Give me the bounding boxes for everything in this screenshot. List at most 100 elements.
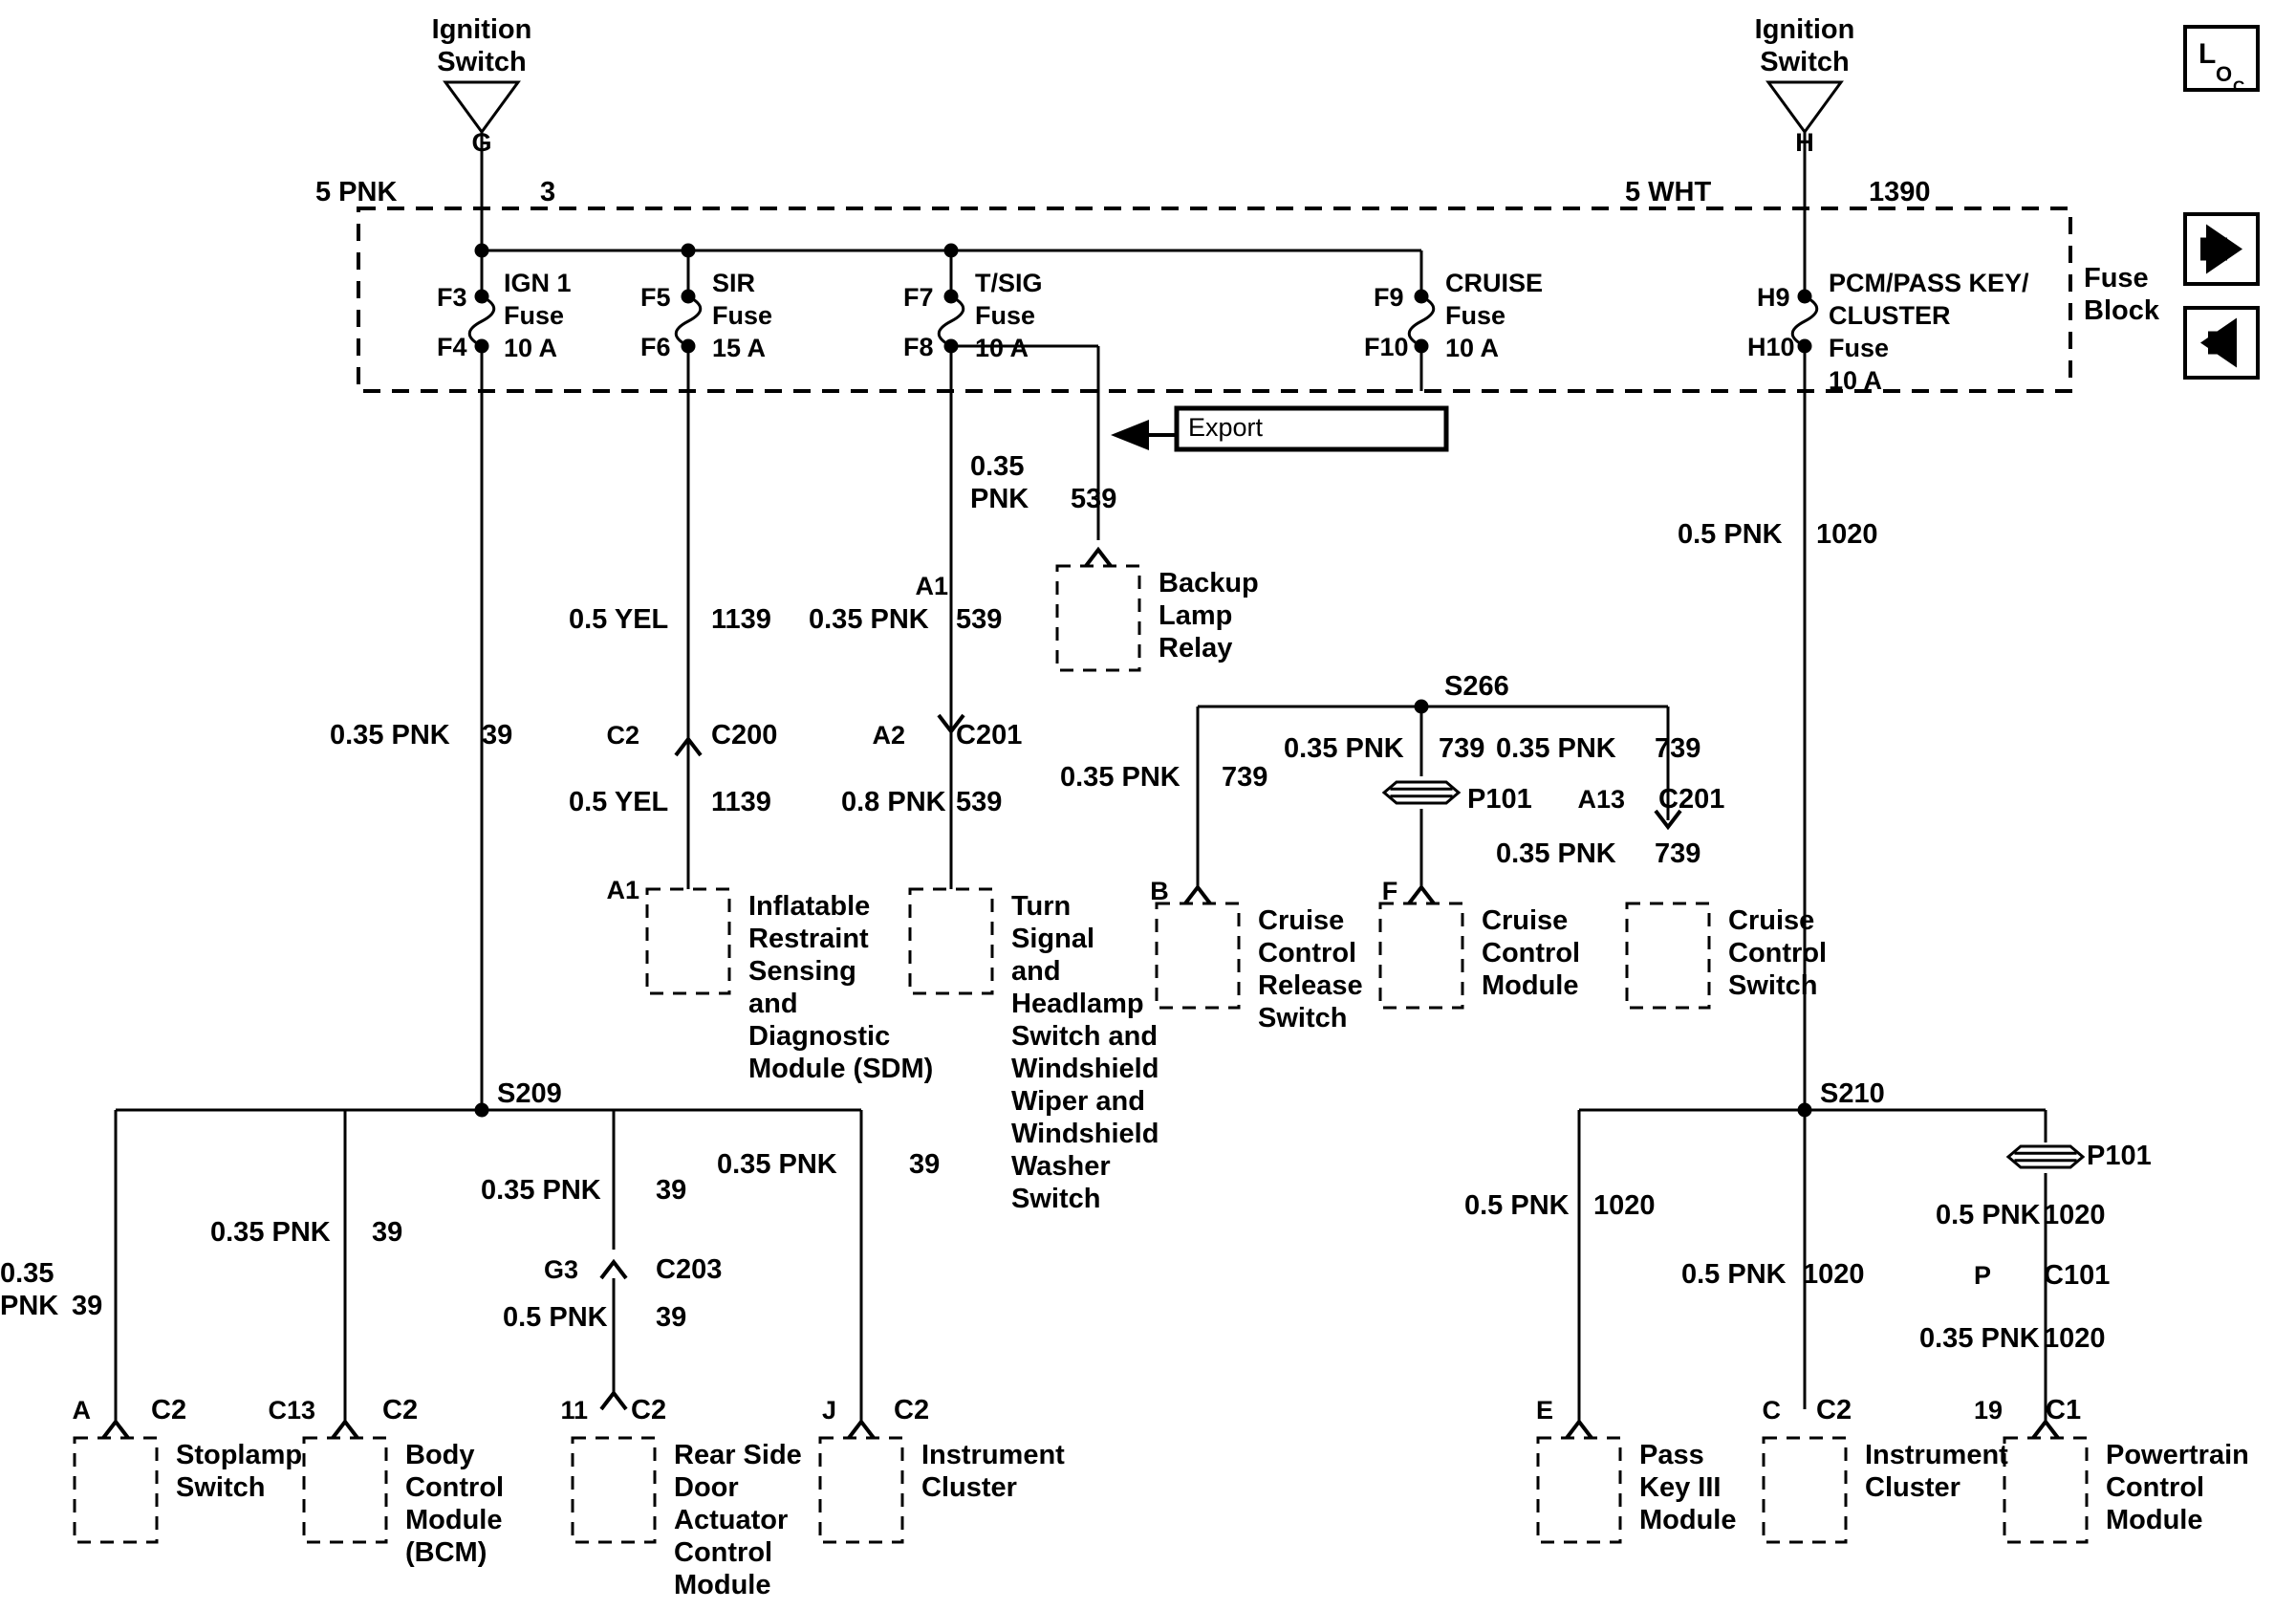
svg-text:C13: C13 xyxy=(268,1396,315,1425)
svg-text:Windshield: Windshield xyxy=(1011,1119,1159,1149)
svg-text:C2: C2 xyxy=(151,1395,186,1425)
svg-text:0.35: 0.35 xyxy=(970,451,1024,482)
svg-text:Fuse: Fuse xyxy=(2084,263,2149,294)
svg-text:P101: P101 xyxy=(2087,1141,2152,1171)
svg-text:1020: 1020 xyxy=(1816,519,1878,550)
svg-text:Sensing: Sensing xyxy=(748,956,856,987)
svg-text:Lamp: Lamp xyxy=(1159,600,1232,631)
svg-text:1390: 1390 xyxy=(1869,177,1931,207)
svg-text:10 A: 10 A xyxy=(975,334,1029,362)
svg-text:739: 739 xyxy=(1222,762,1267,793)
svg-text:0.35: 0.35 xyxy=(0,1258,54,1289)
svg-text:and: and xyxy=(748,989,798,1019)
svg-text:F8: F8 xyxy=(903,333,934,361)
svg-text:Switch: Switch xyxy=(1258,1003,1347,1033)
svg-text:PNK: PNK xyxy=(0,1291,58,1321)
svg-text:C1: C1 xyxy=(2046,1395,2081,1425)
svg-text:Rear Side: Rear Side xyxy=(674,1440,802,1470)
svg-text:Inflatable: Inflatable xyxy=(748,891,870,922)
svg-text:C2: C2 xyxy=(894,1395,929,1425)
svg-text:0.5 PNK: 0.5 PNK xyxy=(1678,519,1783,550)
svg-text:B: B xyxy=(1150,877,1169,905)
svg-text:C2: C2 xyxy=(606,721,639,750)
svg-text:0.5 PNK: 0.5 PNK xyxy=(1681,1259,1787,1290)
svg-text:1020: 1020 xyxy=(1803,1259,1865,1290)
svg-text:739: 739 xyxy=(1655,733,1700,764)
svg-text:F4: F4 xyxy=(437,333,467,361)
svg-text:H10: H10 xyxy=(1747,333,1795,361)
svg-text:A2: A2 xyxy=(872,721,905,750)
svg-text:0.35 PNK: 0.35 PNK xyxy=(330,720,450,751)
svg-text:S210: S210 xyxy=(1820,1078,1885,1109)
svg-text:C201: C201 xyxy=(956,720,1022,751)
svg-text:C101: C101 xyxy=(2044,1260,2110,1291)
svg-text:Cluster: Cluster xyxy=(1865,1472,1960,1503)
svg-text:F6: F6 xyxy=(640,333,671,361)
svg-text:C: C xyxy=(1763,1396,1782,1425)
svg-text:PCM/PASS KEY/: PCM/PASS KEY/ xyxy=(1829,269,2029,297)
svg-text:Pass: Pass xyxy=(1639,1440,1704,1470)
svg-text:39: 39 xyxy=(72,1291,102,1321)
svg-text:0.35 PNK: 0.35 PNK xyxy=(1060,762,1180,793)
svg-text:Backup: Backup xyxy=(1159,568,1259,598)
svg-text:and: and xyxy=(1011,956,1061,987)
svg-text:C203: C203 xyxy=(656,1254,722,1285)
svg-text:H9: H9 xyxy=(1757,283,1790,312)
svg-text:15 A: 15 A xyxy=(712,334,766,362)
svg-text:Windshield: Windshield xyxy=(1011,1054,1159,1084)
svg-text:539: 539 xyxy=(956,604,1002,635)
svg-text:0.5 PNK: 0.5 PNK xyxy=(503,1302,608,1333)
svg-text:11: 11 xyxy=(560,1396,588,1425)
svg-text:C201: C201 xyxy=(1658,784,1724,815)
svg-text:Export: Export xyxy=(1188,413,1264,442)
svg-text:Control: Control xyxy=(405,1472,504,1503)
svg-text:C2: C2 xyxy=(1816,1395,1852,1425)
svg-text:P101: P101 xyxy=(1467,784,1532,815)
svg-text:Module: Module xyxy=(674,1570,771,1600)
svg-text:Turn: Turn xyxy=(1011,891,1071,922)
svg-text:0.35 PNK: 0.35 PNK xyxy=(1496,733,1616,764)
svg-text:0.35 PNK: 0.35 PNK xyxy=(210,1217,331,1248)
svg-text:739: 739 xyxy=(1655,838,1700,869)
svg-text:Ignition: Ignition xyxy=(432,14,532,45)
svg-text:S266: S266 xyxy=(1444,671,1509,702)
svg-text:0.35 PNK: 0.35 PNK xyxy=(481,1175,601,1206)
svg-text:5 WHT: 5 WHT xyxy=(1625,177,1712,207)
svg-text:E: E xyxy=(1536,1396,1553,1425)
svg-text:Powertrain: Powertrain xyxy=(2106,1440,2249,1470)
svg-text:G3: G3 xyxy=(544,1255,578,1284)
svg-text:19: 19 xyxy=(1974,1396,2003,1425)
svg-text:IGN 1: IGN 1 xyxy=(504,269,572,297)
svg-text:1139: 1139 xyxy=(711,787,771,817)
svg-text:Door: Door xyxy=(674,1472,739,1503)
svg-text:Module (SDM): Module (SDM) xyxy=(748,1054,933,1084)
svg-text:1020: 1020 xyxy=(2044,1323,2106,1354)
svg-text:CLUSTER: CLUSTER xyxy=(1829,301,1951,330)
svg-text:1139: 1139 xyxy=(711,604,771,635)
svg-text:39: 39 xyxy=(909,1149,940,1180)
svg-text:Restraint: Restraint xyxy=(748,924,869,954)
svg-text:Ignition: Ignition xyxy=(1755,14,1855,45)
svg-text:(BCM): (BCM) xyxy=(405,1537,487,1568)
svg-text:0.5 PNK: 0.5 PNK xyxy=(1936,1200,2041,1230)
svg-text:Instrument: Instrument xyxy=(1865,1440,2008,1470)
svg-text:Control: Control xyxy=(1728,938,1827,968)
svg-text:Cruise: Cruise xyxy=(1728,905,1814,936)
svg-text:10 A: 10 A xyxy=(1829,366,1882,395)
svg-text:C2: C2 xyxy=(631,1395,666,1425)
svg-text:39: 39 xyxy=(482,720,512,751)
svg-text:5 PNK: 5 PNK xyxy=(315,177,397,207)
svg-text:P: P xyxy=(1974,1261,1991,1290)
svg-text:Control: Control xyxy=(2106,1472,2204,1503)
svg-text:J: J xyxy=(822,1396,836,1425)
svg-text:39: 39 xyxy=(656,1302,686,1333)
svg-text:0.35 PNK: 0.35 PNK xyxy=(1496,838,1616,869)
svg-text:S209: S209 xyxy=(497,1078,562,1109)
svg-text:A13: A13 xyxy=(1577,785,1625,814)
svg-text:Module: Module xyxy=(1482,970,1579,1001)
svg-text:Release: Release xyxy=(1258,970,1363,1001)
svg-text:Switch: Switch xyxy=(176,1472,265,1503)
svg-text:Diagnostic: Diagnostic xyxy=(748,1021,890,1052)
svg-text:L: L xyxy=(2199,38,2216,70)
svg-text:539: 539 xyxy=(1071,484,1116,514)
